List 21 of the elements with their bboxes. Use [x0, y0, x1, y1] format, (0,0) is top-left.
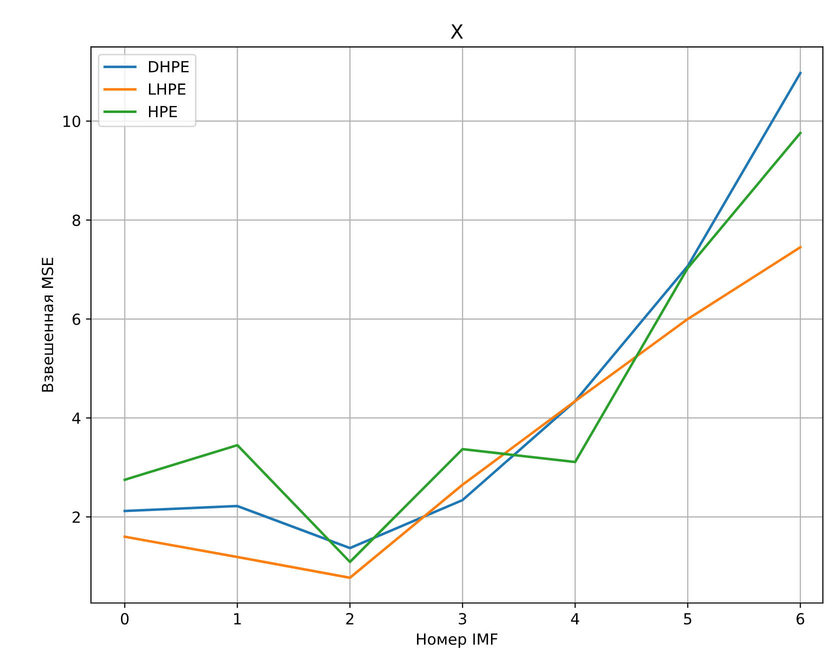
y-tick-label: 4: [72, 412, 80, 424]
x-tick-label: 1: [234, 613, 241, 624]
x-tick-label: 3: [458, 612, 466, 625]
x-axis-title: Номер IMF: [417, 634, 498, 648]
line-series: [124, 72, 802, 550]
y-tick-label: 10: [63, 116, 80, 128]
x-tick-label: 2: [346, 612, 354, 624]
x-tick-label: 6: [796, 612, 804, 625]
y-tick-label: 2: [72, 511, 80, 523]
line-series: [124, 246, 802, 580]
line-series: [124, 132, 802, 564]
legend-label: LHPE: [148, 84, 186, 95]
y-tick-label: 6: [72, 313, 80, 326]
y-tick-label: 8: [72, 214, 80, 226]
x-tick-label: 0: [120, 612, 129, 625]
legend-label: DHPE: [148, 61, 189, 72]
x-tick-label: 4: [571, 613, 580, 624]
x-tick-label: 5: [684, 613, 692, 625]
y-axis-title: Взвешенная MSE: [42, 258, 54, 392]
chart-title: X: [450, 24, 463, 39]
legend-label: HPE: [148, 106, 177, 118]
